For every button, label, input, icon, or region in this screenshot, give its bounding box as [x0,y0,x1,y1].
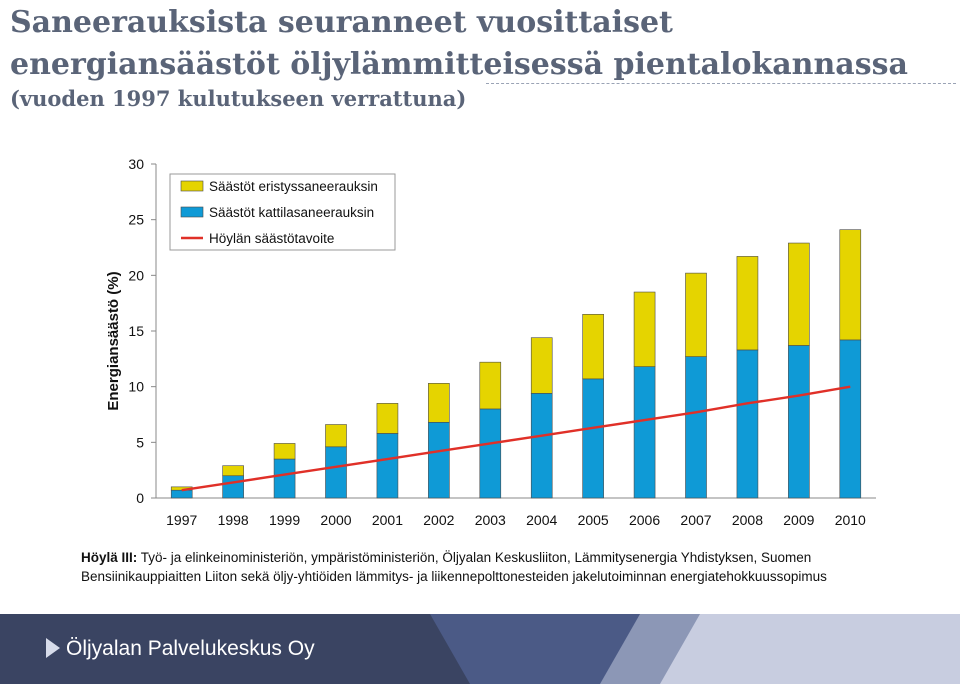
x-tick-label: 2001 [372,512,403,528]
bar-boiler-2002 [428,421,450,499]
title-divider [486,83,956,84]
source-note: Höylä III: Työ- ja elinkeinoministeriön,… [81,548,841,586]
bar-insulation-2009 [788,242,810,346]
bar-boiler-2001 [376,433,399,499]
x-tick-label: 2010 [835,512,866,528]
bar-insulation-2007 [685,272,707,357]
x-tick-label: 1999 [269,512,300,528]
x-tick-label: 2004 [526,512,557,528]
bar-boiler-1998 [222,475,244,499]
legend-swatch [180,180,204,192]
x-tick-label: 2003 [475,512,506,528]
bar-insulation-2005 [582,313,604,380]
bar-insulation-2002 [428,383,450,423]
bar-boiler-1997 [170,489,193,499]
y-tick-label: 20 [128,267,144,283]
legend-label: Höylän säästötavoite [209,231,334,246]
source-text: Työ- ja elinkeinoministeriön, ympäristöm… [81,550,827,584]
x-tick-label: 2006 [629,512,660,528]
y-tick-label: 5 [136,434,144,450]
x-tick-label: 2008 [732,512,763,528]
x-tick-label: 2007 [680,512,711,528]
footer-band [0,614,960,684]
bar-insulation-2000 [325,424,347,448]
legend-label: Säästöt kattilasaneerauksin [209,205,374,220]
y-tick-label: 0 [136,490,144,506]
play-arrow-icon [46,638,60,658]
y-tick-label: 15 [128,323,144,339]
legend-swatch [180,206,204,218]
x-tick-label: 2009 [783,512,814,528]
bar-insulation-1999 [273,443,296,460]
bar-insulation-1998 [222,465,244,477]
x-tick-label: 2002 [423,512,454,528]
bar-boiler-2008 [736,349,759,499]
bar-boiler-2003 [479,408,502,499]
x-tick-label: 1997 [166,512,197,528]
y-tick-label: 30 [128,156,144,172]
bar-boiler-2006 [633,366,656,499]
bar-boiler-2000 [325,446,347,499]
bar-insulation-2010 [839,229,862,341]
bar-boiler-1999 [273,458,296,499]
x-tick-label: 1998 [218,512,249,528]
bar-insulation-2001 [376,403,399,434]
y-tick-label: 25 [128,212,144,228]
footer-bar: Öljyalan Palvelukeskus Oy [0,614,960,684]
page-subtitle: (vuoden 1997 kulutukseen verrattuna) [10,86,467,111]
target-line [181,385,851,492]
bar-boiler-2007 [685,356,707,499]
company-name: Öljyalan Palvelukeskus Oy [66,637,315,660]
bar-insulation-2008 [736,256,759,351]
page-title: Saneerauksista seuranneet vuosittaiset e… [10,5,908,82]
bar-insulation-2004 [530,337,553,394]
x-tick-label: 2000 [320,512,351,528]
x-tick-label: 2005 [578,512,609,528]
bar-boiler-2010 [839,339,862,499]
bar-insulation-2003 [479,361,502,410]
bar-boiler-2004 [530,393,553,499]
source-lead: Höylä III: [81,550,138,565]
y-tick-label: 10 [128,379,144,395]
bar-boiler-2005 [582,378,604,499]
footer-band-dark [0,614,470,684]
legend-box [169,173,396,251]
bar-boiler-2009 [788,345,810,499]
legend-label: Säästöt eristyssaneerauksin [209,179,378,194]
y-axis-label: Energiansäästö (%) [105,271,122,410]
energy-savings-chart: 0 5 10 15 20 25 30 Energiansäästö (%) 1997 1998 19… [105,156,876,528]
bar-insulation-2006 [633,291,656,367]
